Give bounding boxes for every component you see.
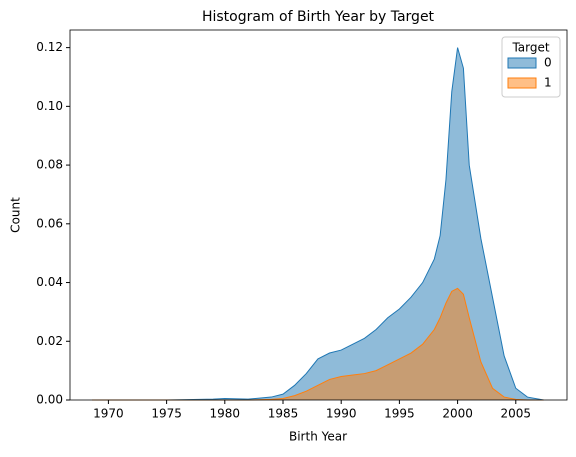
y-axis-label: Count — [9, 197, 23, 233]
legend-label: 0 — [544, 56, 552, 70]
x-tick-label: 1990 — [326, 407, 357, 421]
x-tick-label: 1975 — [151, 407, 182, 421]
y-tick-label: 0.08 — [36, 158, 63, 172]
x-tick-label: 1980 — [210, 407, 241, 421]
legend-swatch — [507, 77, 537, 89]
y-tick-label: 0.04 — [36, 275, 63, 289]
x-tick-label: 2005 — [501, 407, 532, 421]
area-line — [92, 287, 544, 401]
y-tick-label: 0.00 — [36, 393, 63, 407]
y-tick-label: 0.02 — [36, 334, 63, 348]
x-tick-label: 1985 — [268, 407, 299, 421]
plot-frame — [69, 29, 568, 401]
area-line — [92, 47, 544, 401]
x-axis-label: Birth Year — [289, 430, 347, 444]
legend-label: 1 — [544, 76, 552, 90]
chart-title: Histogram of Birth Year by Target — [202, 9, 435, 25]
y-tick-label: 0.06 — [36, 216, 63, 230]
legend-swatch — [507, 57, 537, 69]
legend-title: Target — [511, 41, 549, 55]
x-tick-label: 1970 — [93, 407, 124, 421]
y-tick-label: 0.12 — [36, 40, 63, 54]
area-fill — [92, 288, 544, 400]
x-tick-label: 2000 — [442, 407, 473, 421]
y-tick-label: 0.10 — [36, 99, 63, 113]
area-fill — [92, 47, 544, 401]
x-tick-label: 1995 — [384, 407, 415, 421]
